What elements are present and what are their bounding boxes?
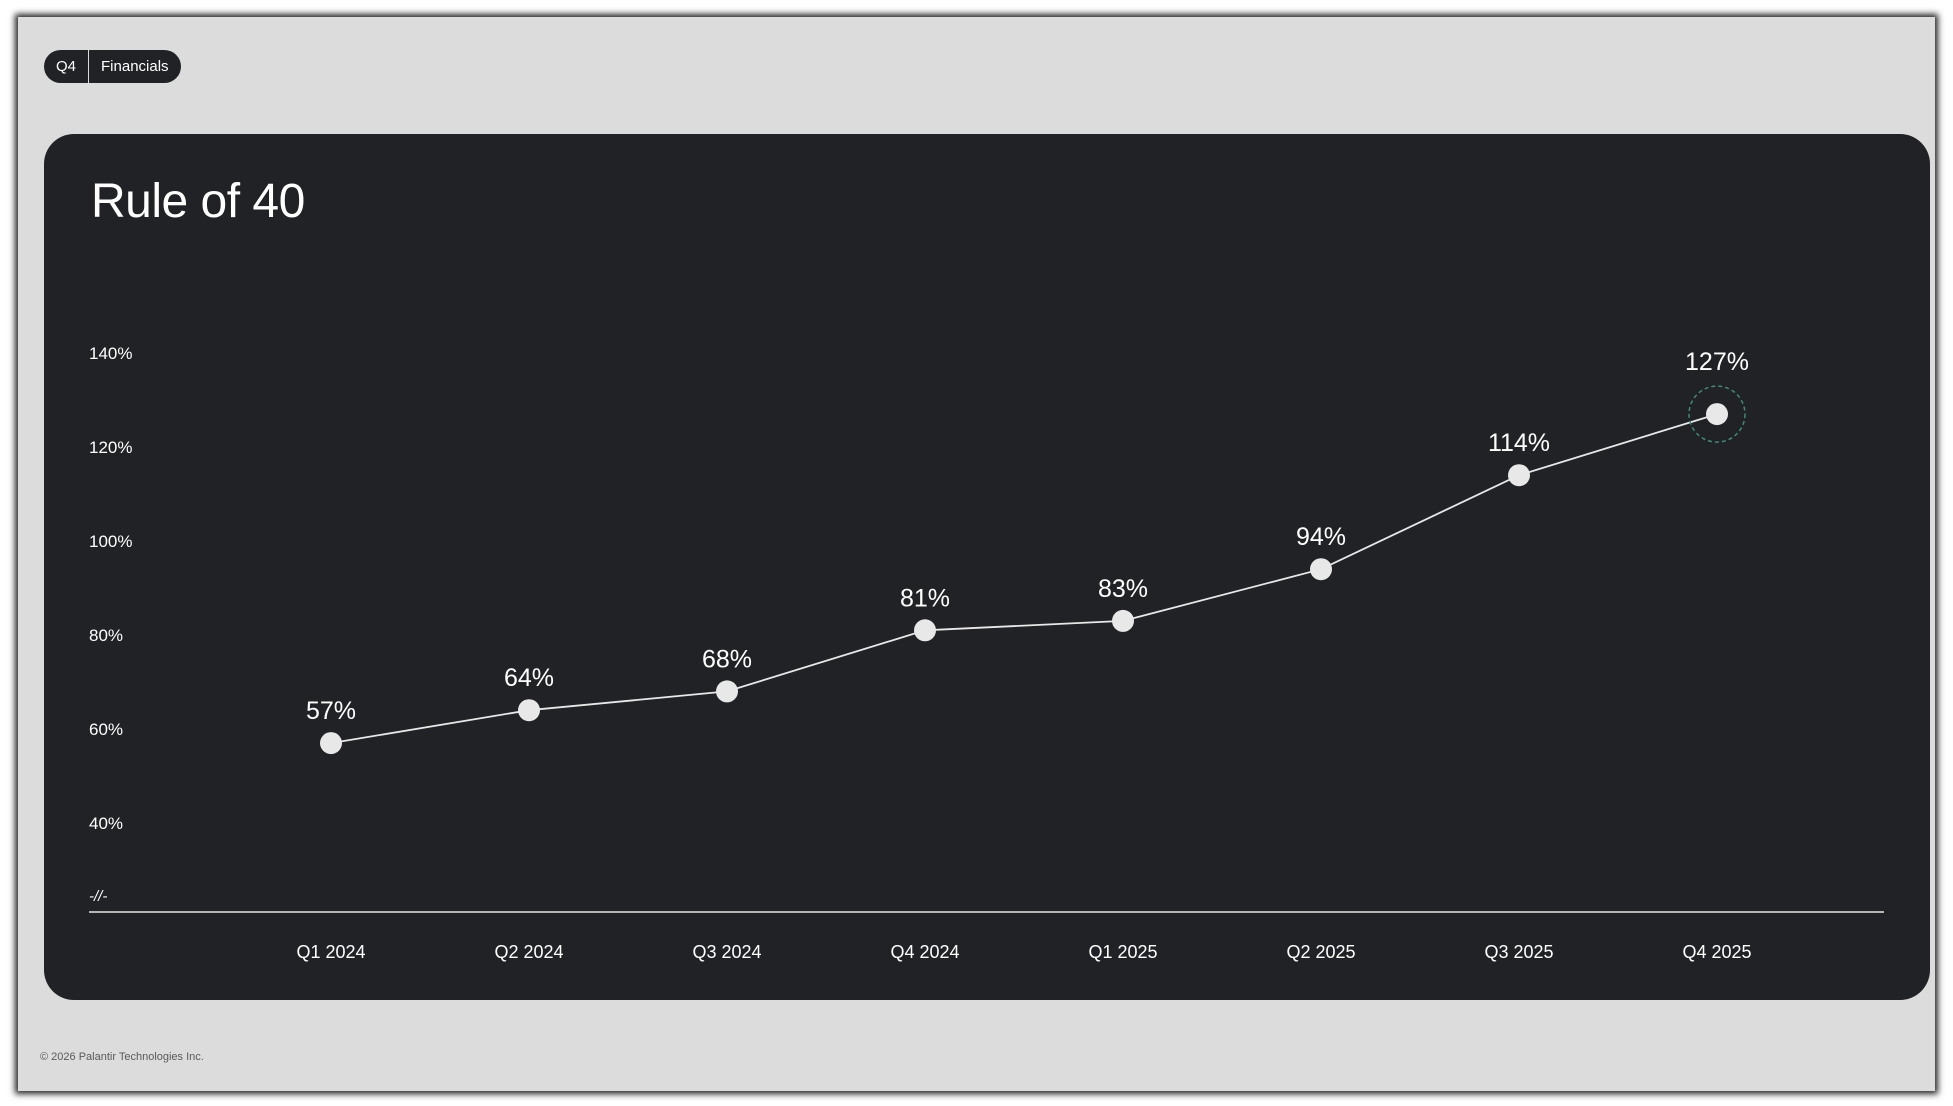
data-label: 83%	[1098, 575, 1148, 603]
x-tick-label: Q1 2025	[1088, 942, 1157, 962]
x-tick-label: Q1 2024	[296, 942, 365, 962]
data-label: 81%	[900, 584, 950, 612]
data-point	[1310, 558, 1332, 581]
y-tick-label: 100%	[89, 532, 132, 551]
x-tick-label: Q3 2025	[1484, 942, 1553, 962]
line-chart: -//- 40% 60% 80% 100% 120% 140% Q1 2024 Q2 2024 Q…	[89, 344, 1884, 962]
y-tick-label: 140%	[89, 344, 132, 363]
chart-panel: Rule of 40 -//- 40% 60% 80% 100% 120% 140% Q1 2…	[44, 134, 1930, 1000]
data-point	[518, 699, 540, 722]
highlight-ring	[1688, 385, 1746, 443]
x-tick-label: Q4 2025	[1682, 942, 1751, 962]
data-label: 64%	[504, 664, 554, 692]
data-point	[1508, 464, 1530, 487]
copyright-footer: © 2026 Palantir Technologies Inc.	[40, 1051, 204, 1063]
x-tick-label: Q4 2024	[890, 942, 959, 962]
data-label: 94%	[1296, 523, 1346, 551]
tag-divider	[88, 50, 90, 83]
data-point	[716, 680, 738, 703]
data-point	[320, 732, 342, 755]
y-tick-label: 80%	[89, 626, 123, 645]
x-tick-label: Q3 2024	[692, 942, 761, 962]
data-label: 127%	[1685, 348, 1749, 376]
data-label: 68%	[702, 645, 752, 673]
x-tick-label: Q2 2024	[494, 942, 563, 962]
y-tick-label: 120%	[89, 438, 132, 457]
tag-section: Financials	[101, 58, 169, 75]
data-point	[914, 619, 936, 642]
data-point	[1112, 609, 1134, 632]
y-tick-label: 40%	[89, 814, 123, 833]
data-point	[1706, 403, 1728, 426]
y-tick-label: 60%	[89, 720, 123, 739]
section-tag: Q4 Financials	[44, 50, 181, 83]
slide: Q4 Financials Rule of 40 -//- 40% 60% 80% 10…	[18, 17, 1935, 1091]
data-label: 114%	[1488, 429, 1550, 457]
chart-title: Rule of 40	[91, 175, 305, 228]
axis-break-symbol: -//-	[89, 888, 107, 905]
tag-quarter: Q4	[56, 58, 77, 75]
x-tick-label: Q2 2025	[1286, 942, 1355, 962]
data-label: 57%	[306, 697, 356, 725]
series-line	[330, 413, 1718, 744]
